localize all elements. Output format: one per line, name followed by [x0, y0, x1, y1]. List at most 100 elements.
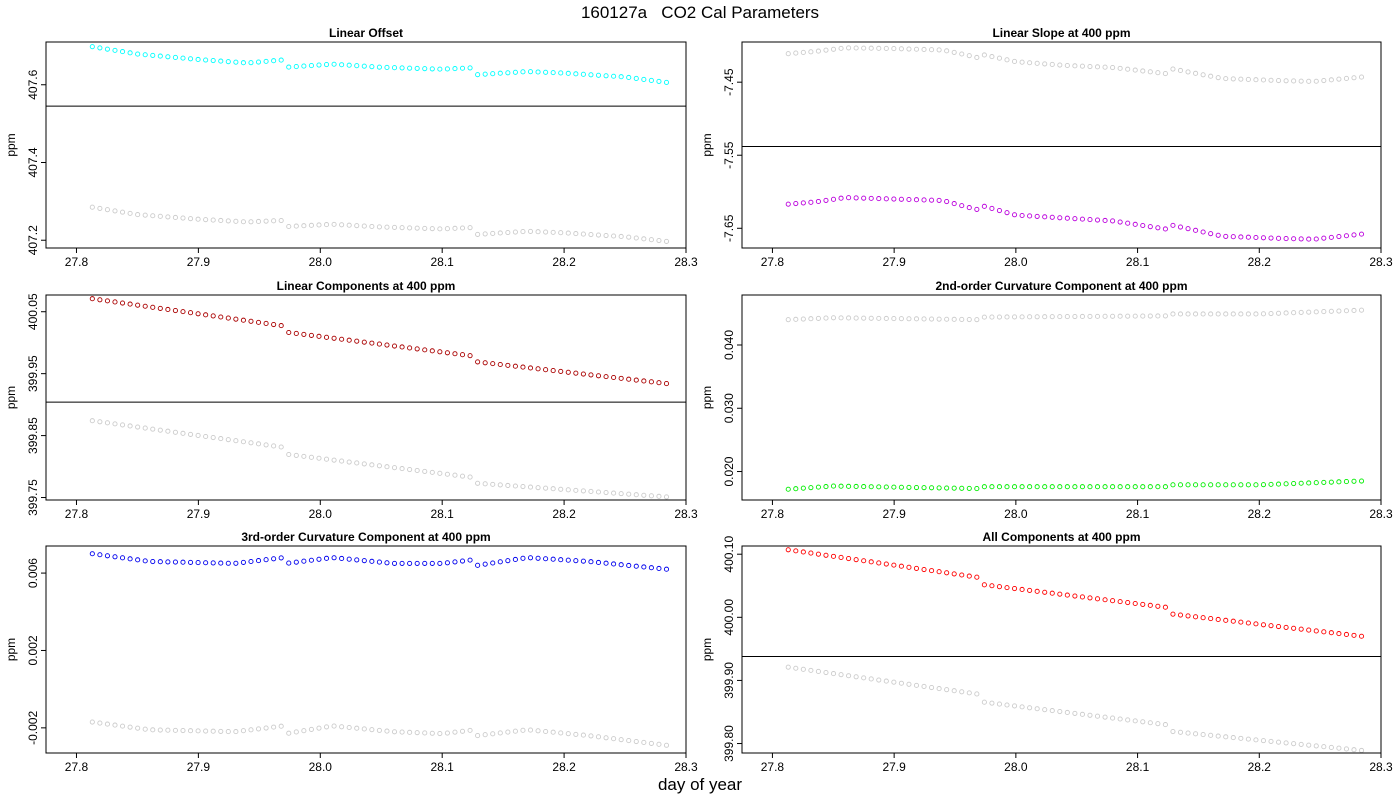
data-point — [944, 485, 950, 491]
x-tick-label: 27.9 — [882, 760, 906, 774]
y-axis-label: ppm — [700, 133, 714, 156]
data-point — [248, 727, 254, 733]
data-point — [793, 201, 799, 207]
data-point — [1223, 617, 1229, 623]
data-point — [550, 368, 556, 374]
data-point — [1321, 629, 1327, 635]
data-point — [180, 215, 186, 221]
data-point — [142, 726, 148, 732]
data-point — [565, 557, 571, 563]
data-point — [150, 727, 156, 733]
data-point — [520, 484, 526, 490]
data-point — [1162, 71, 1168, 77]
data-point — [240, 439, 246, 445]
data-point — [301, 453, 307, 459]
data-point — [959, 51, 965, 57]
data-point — [603, 232, 609, 239]
data-point — [959, 572, 965, 578]
data-point — [391, 560, 398, 566]
data-point — [921, 46, 927, 53]
data-point — [1193, 614, 1199, 620]
data-point — [808, 667, 814, 673]
data-point — [1208, 616, 1214, 622]
data-point — [97, 45, 103, 51]
data-point — [663, 566, 670, 572]
data-point — [414, 225, 420, 231]
data-point — [475, 480, 481, 486]
data-point — [1177, 482, 1184, 488]
x-tick-label: 28.1 — [1126, 507, 1150, 521]
data-point — [1298, 236, 1304, 242]
data-point — [490, 71, 496, 77]
data-point — [437, 731, 443, 737]
data-point — [127, 301, 133, 307]
data-point — [1253, 482, 1259, 488]
data-point — [1102, 217, 1108, 224]
data-point — [339, 458, 345, 464]
data-point — [868, 45, 874, 51]
data-point — [1253, 234, 1259, 241]
data-point — [1215, 482, 1221, 488]
data-point — [142, 558, 148, 564]
data-point — [906, 316, 912, 322]
data-point — [233, 59, 239, 65]
data-point — [316, 222, 322, 228]
data-point — [482, 231, 488, 237]
data-point — [195, 56, 201, 63]
data-point — [376, 341, 382, 347]
data-point — [951, 485, 957, 491]
data-point — [1079, 63, 1085, 69]
data-point — [157, 53, 163, 59]
data-point — [1276, 235, 1282, 241]
data-point — [1177, 729, 1184, 735]
data-point — [467, 225, 473, 231]
data-point — [512, 69, 518, 75]
data-point — [989, 700, 995, 706]
data-point — [1117, 313, 1123, 319]
data-point — [278, 323, 284, 329]
data-point — [1298, 78, 1304, 84]
x-tick-label: 27.9 — [187, 255, 211, 269]
data-point — [823, 197, 829, 203]
data-point — [89, 719, 95, 725]
plot-frame — [45, 41, 687, 249]
data-point — [861, 484, 867, 490]
data-point — [1298, 480, 1304, 486]
data-point — [248, 318, 254, 324]
data-point — [876, 560, 882, 566]
y-tick-label: 0.020 — [722, 456, 736, 486]
data-point — [467, 474, 473, 480]
data-point — [1140, 601, 1146, 607]
data-point — [391, 65, 398, 71]
data-point — [286, 451, 292, 458]
data-point — [1200, 732, 1206, 738]
data-point — [301, 558, 307, 564]
data-point — [527, 365, 534, 371]
data-point — [225, 437, 231, 443]
data-point — [626, 738, 632, 744]
data-point — [218, 217, 224, 224]
data-point — [293, 559, 299, 565]
data-point — [1245, 234, 1251, 240]
data-point — [913, 46, 920, 52]
x-tick-label: 27.9 — [882, 255, 906, 269]
data-point — [278, 57, 284, 63]
data-point — [626, 491, 632, 497]
data-point — [550, 229, 556, 235]
data-point — [868, 315, 874, 321]
data-point — [361, 726, 367, 732]
data-point — [331, 61, 337, 67]
data-point — [271, 58, 277, 64]
data-point — [1343, 308, 1349, 314]
data-point — [1260, 235, 1267, 241]
data-point — [1094, 217, 1101, 223]
data-point — [1336, 479, 1342, 485]
data-point — [1230, 735, 1236, 741]
data-point — [868, 484, 874, 490]
data-point — [414, 65, 420, 71]
data-point — [663, 494, 670, 500]
data-point — [1011, 703, 1018, 709]
data-point — [1283, 481, 1289, 487]
data-point — [255, 59, 262, 65]
